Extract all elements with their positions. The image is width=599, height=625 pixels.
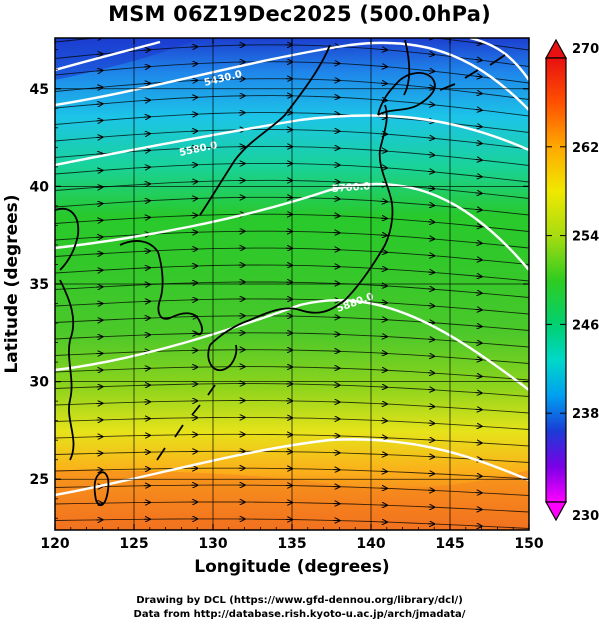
wind-arrow: [475, 110, 482, 111]
colorbar-bottom-triangle: [544, 501, 568, 522]
coastline-hokkaido: [377, 72, 436, 116]
x-tick-label-130: 130: [198, 536, 227, 552]
x-tick-label-120: 120: [40, 536, 69, 552]
credit-drawing: Drawing by DCL (https://www.gfd-dennou.o…: [136, 595, 463, 606]
colorbar-label-230: 230: [572, 509, 599, 524]
wind-arrow: [428, 289, 434, 290]
grid-lines: [55, 38, 529, 530]
wind-arrow: [428, 138, 434, 139]
wind-arrow: [475, 126, 482, 127]
wind-arrow: [96, 104, 102, 105]
wind-arrow: [428, 104, 434, 105]
wind-arrow: [475, 309, 482, 310]
wind-arrow: [475, 276, 482, 277]
x-tick-label-125: 125: [119, 536, 148, 552]
wind-arrow: [428, 54, 434, 55]
wind-arrow: [475, 359, 482, 360]
colorbar-label-246: 246: [572, 318, 599, 333]
colorbar-top-triangle: [544, 38, 568, 59]
coastline-korea: [119, 240, 203, 336]
wind-arrow: [428, 155, 434, 156]
coastline-kyushu: [207, 344, 238, 372]
y-tick-label-25: 25: [30, 472, 49, 488]
y-tick-label-35: 35: [30, 277, 49, 293]
wind-arrow: [428, 222, 434, 223]
wind-arrow: [475, 176, 482, 177]
wind-arrow: [428, 255, 434, 256]
contour-line-5880: [55, 299, 529, 391]
contour-line-nw: [55, 40, 161, 72]
wind-arrow: [428, 88, 434, 89]
colorbar: 270 262 254 246 238 230: [544, 38, 599, 524]
wind-arrow: [475, 259, 482, 260]
colorbar-label-238: 238: [572, 407, 599, 422]
x-tick-label-140: 140: [356, 536, 385, 552]
wind-arrow: [96, 54, 102, 55]
coastline-japan: [209, 104, 394, 346]
credit-data-source: Data from http://database.rish.kyoto-u.a…: [133, 609, 466, 620]
wind-arrow: [475, 243, 482, 244]
wind-arrow: [380, 83, 387, 84]
colorbar-label-270: 270: [572, 42, 599, 57]
coastline-russia: [199, 44, 331, 216]
wind-arrow: [475, 60, 482, 61]
wind-arrow: [96, 71, 102, 72]
contour-label-5700: 5700.0: [331, 181, 370, 195]
colorbar-body: [545, 57, 567, 503]
y-tick-label-30: 30: [30, 375, 50, 391]
wind-arrow: [428, 188, 434, 189]
wind-arrow: [428, 171, 434, 172]
x-tick-label-150: 150: [514, 536, 543, 552]
colorbar-label-262: 262: [572, 141, 599, 156]
wind-arrow: [380, 49, 387, 50]
coastline-taiwan: [93, 471, 110, 507]
wind-arrow: [475, 226, 482, 227]
axes: 120 125 130 135 140 145 150 25 30 35 40 45: [30, 38, 544, 552]
chart-title: MSM 06Z19Dec2025 (500.0hPa): [108, 2, 491, 26]
coastline-china: [55, 207, 80, 461]
wind-arrow: [428, 71, 434, 72]
wind-arrow: [381, 33, 387, 34]
wind-arrow: [475, 143, 482, 144]
wind-arrow: [380, 151, 387, 152]
y-tick-label-40: 40: [30, 179, 50, 195]
wind-arrow: [475, 326, 482, 327]
colorbar-label-254: 254: [572, 230, 599, 245]
wind-arrow: [96, 154, 102, 155]
coastline-ryukyu: [156, 384, 216, 461]
wind-arrow: [475, 76, 482, 77]
wind-arrow: [475, 93, 482, 94]
wind-arrow: [96, 120, 102, 121]
wind-arrow: [380, 117, 387, 118]
coastline-sakhalin: [403, 39, 411, 96]
wind-arrow: [144, 33, 150, 34]
geopotential-contours: [55, 38, 529, 497]
contour-line-top: [469, 38, 529, 81]
wind-arrow: [428, 306, 434, 307]
y-tick-label-45: 45: [30, 82, 49, 98]
wind-arrow: [475, 159, 482, 160]
wind-arrow: [428, 239, 434, 240]
wind-arrow: [380, 66, 387, 67]
wind-arrow: [475, 393, 482, 394]
wind-arrow: [475, 293, 482, 294]
wind-arrow: [96, 87, 102, 88]
contour-line-5700: [55, 182, 529, 271]
contour-line-5580: [55, 114, 529, 167]
wind-arrow: [475, 43, 482, 44]
wind-arrow: [428, 272, 434, 273]
wind-arrow: [428, 205, 434, 206]
x-tick-label-145: 145: [435, 536, 464, 552]
y-axis-label: Latitude (degrees): [2, 194, 22, 374]
x-axis-label: Longitude (degrees): [194, 557, 390, 577]
wind-arrow: [475, 209, 482, 210]
wind-arrow: [475, 193, 482, 194]
wind-arrow: [143, 67, 150, 68]
x-tick-label-135: 135: [277, 536, 306, 552]
contour-line-5940: [55, 438, 529, 497]
coastlines: [55, 39, 506, 507]
